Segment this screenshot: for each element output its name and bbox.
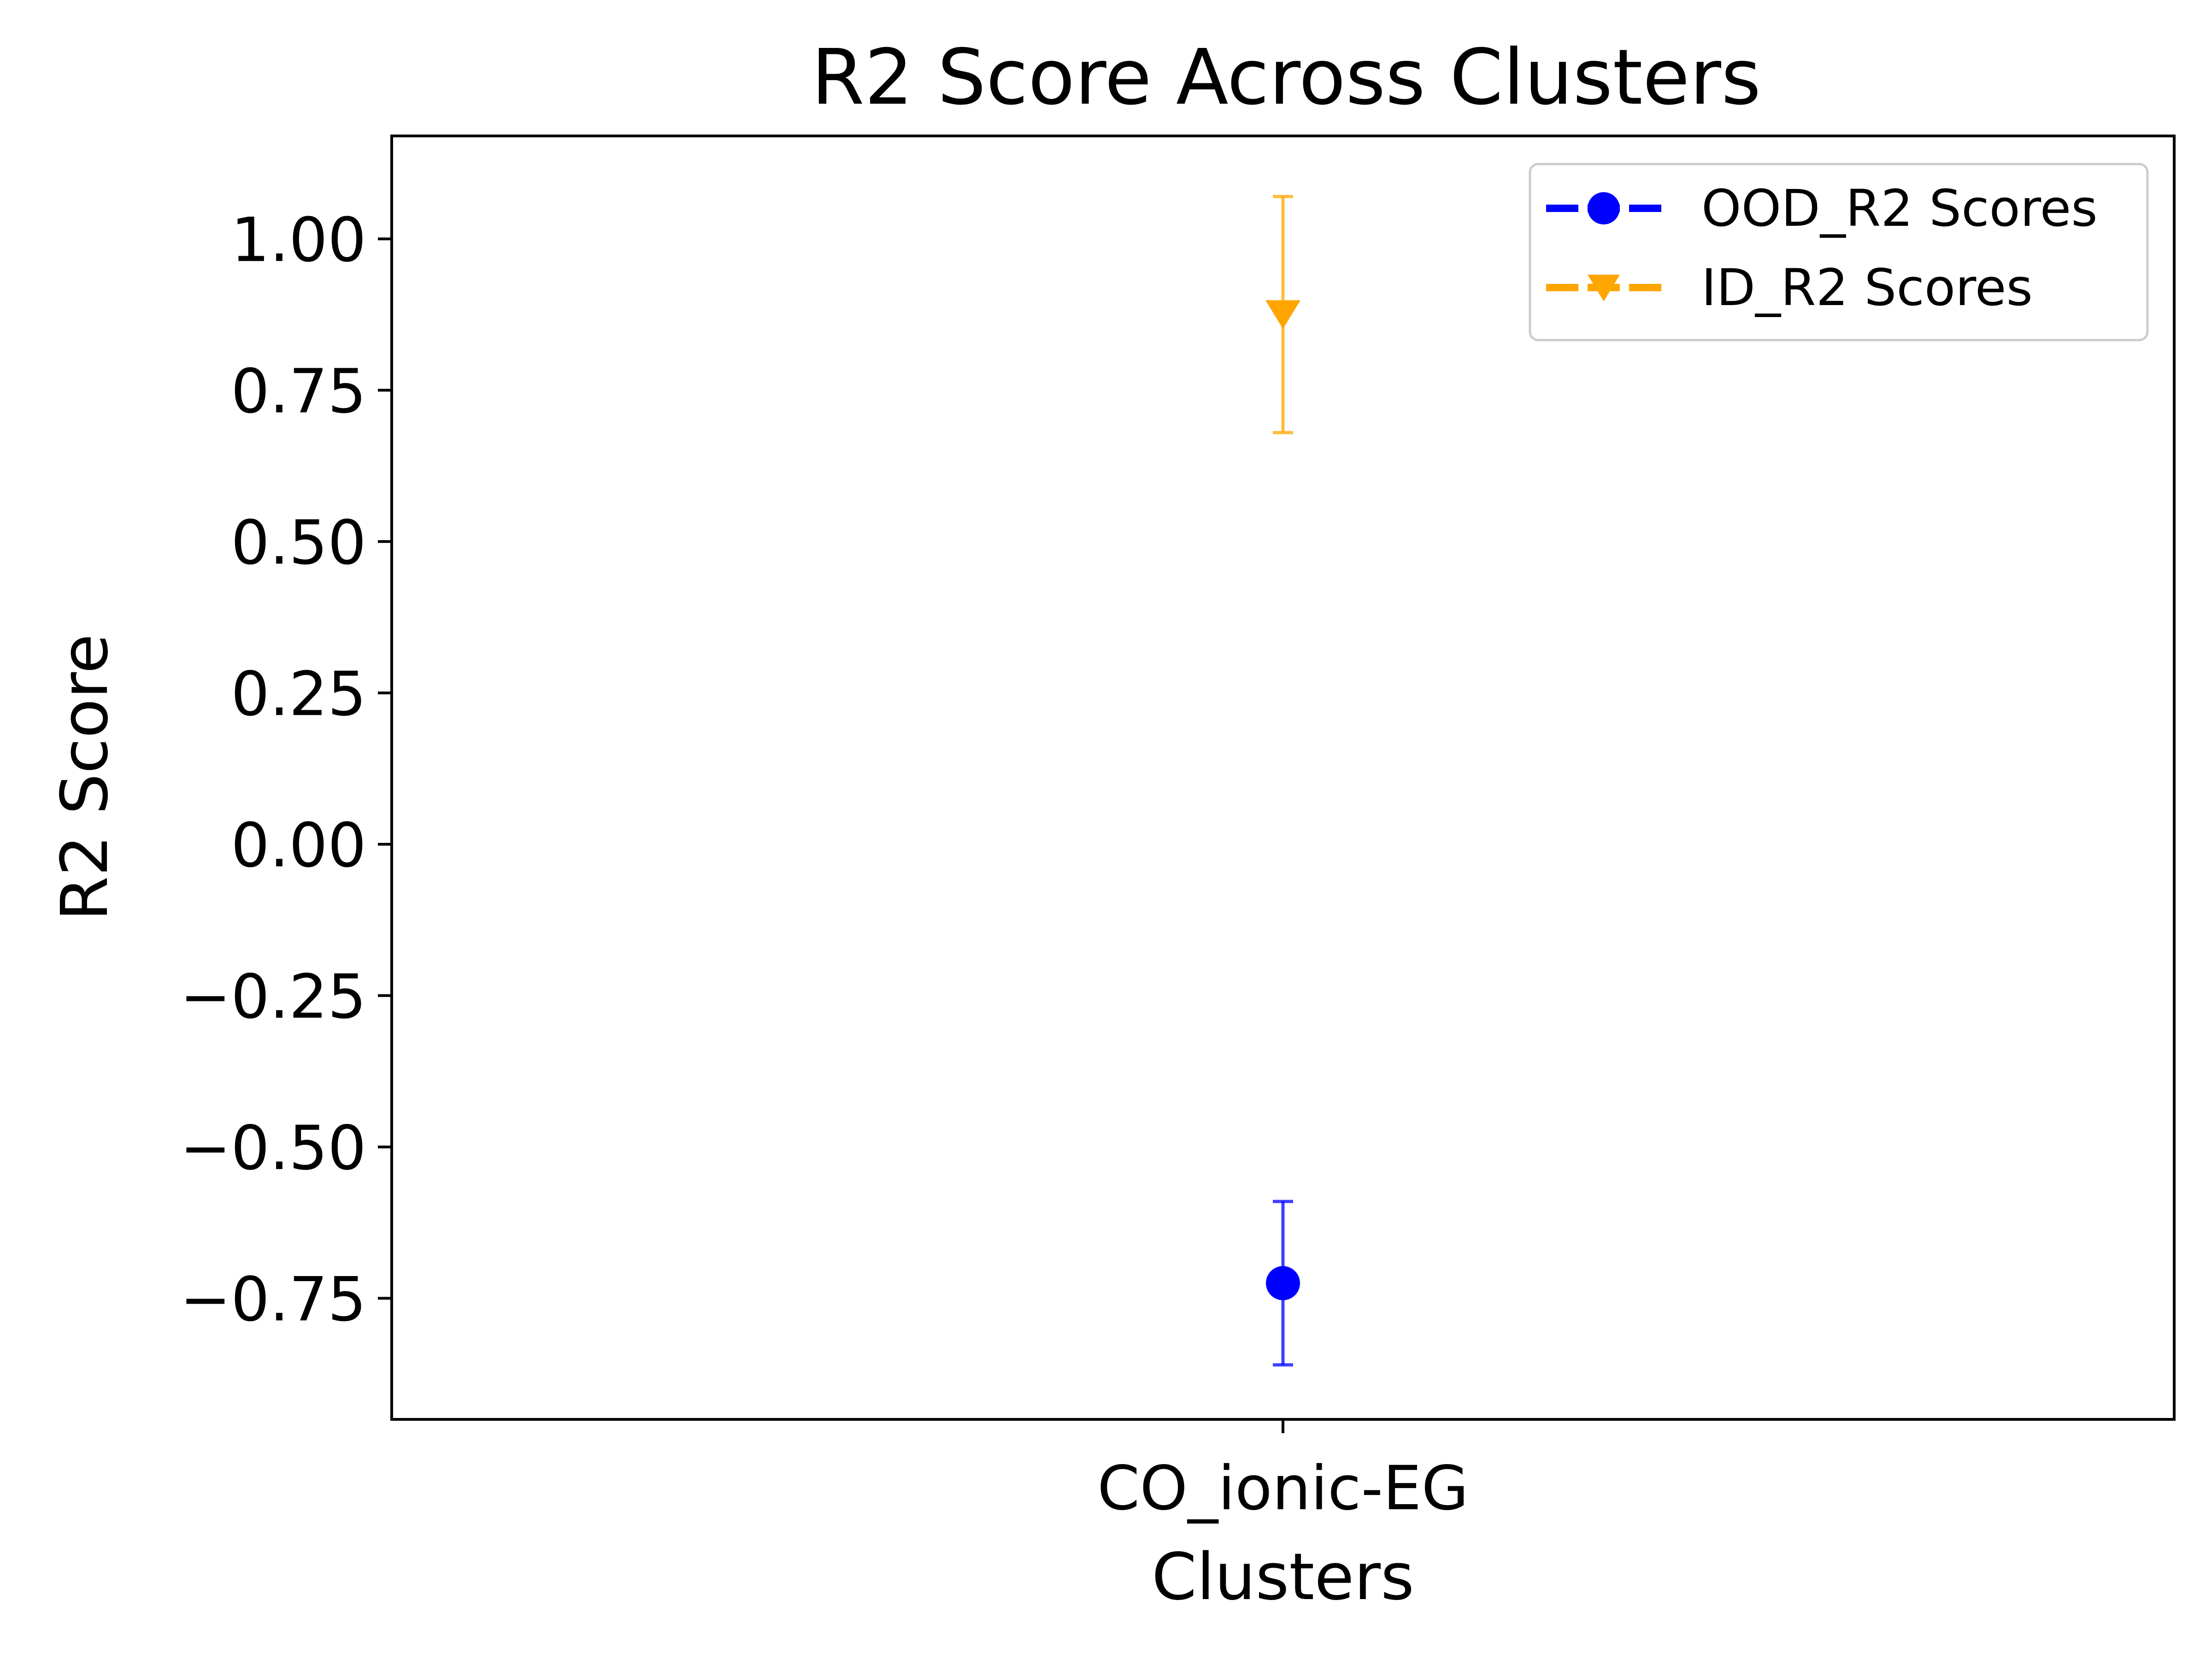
y-tick-label: −0.75 (180, 1264, 366, 1335)
legend-entry: ID_R2 Scores (1546, 258, 2033, 317)
legend: OOD_R2 Scores ID_R2 Scores (1529, 163, 2149, 341)
data-marks (1265, 194, 1300, 1367)
data-point-triangle (1265, 300, 1300, 329)
legend-box (1529, 163, 2149, 341)
x-axis-label: Clusters (1152, 1540, 1414, 1615)
legend-entry: OOD_R2 Scores (1546, 179, 2098, 238)
y-tick-label: 0.75 (231, 356, 366, 427)
legend-marker-circle (1588, 192, 1620, 224)
x-tick-label: CO_ionic-EG (1097, 1453, 1469, 1524)
legend-marker-triangle (1588, 275, 1620, 301)
y-tick-label: −0.25 (180, 961, 366, 1032)
y-tick-label: 0.25 (231, 659, 366, 730)
legend-label: OOD_R2 Scores (1701, 179, 2098, 238)
y-tick-label: 0.50 (231, 507, 366, 578)
data-point-circle (1266, 1266, 1300, 1300)
chart-title: R2 Score Across Clusters (812, 33, 1761, 122)
x-axis: CO_ionic-EG (1097, 1419, 1469, 1524)
y-tick-label: 0.00 (231, 810, 366, 881)
y-axis-label: R2 Score (47, 634, 123, 921)
y-axis: −0.75 −0.50 −0.25 0.00 0.25 0.50 0.75 1.00 (180, 205, 392, 1335)
legend-label: ID_R2 Scores (1701, 258, 2033, 317)
y-tick-label: −0.50 (180, 1113, 366, 1184)
y-tick-label: 1.00 (231, 205, 366, 276)
